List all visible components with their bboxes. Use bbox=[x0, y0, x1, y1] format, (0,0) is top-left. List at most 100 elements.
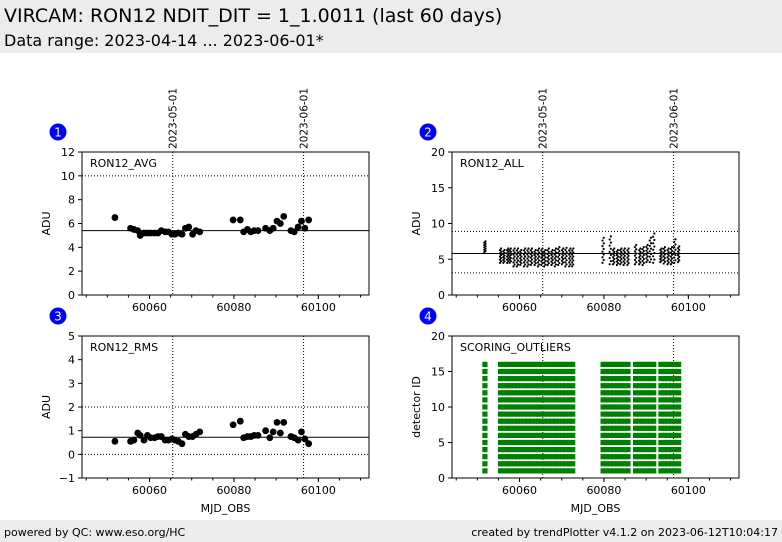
data-point bbox=[641, 263, 644, 267]
outlier-marker bbox=[637, 432, 643, 438]
data-point bbox=[646, 243, 649, 247]
data-point bbox=[508, 255, 511, 258]
outlier-marker bbox=[603, 439, 610, 446]
data-point bbox=[660, 256, 663, 259]
outlier-marker bbox=[518, 432, 524, 438]
header-bar: VIRCAM: RON12 NDIT_DIT = 1_1.0011 (last … bbox=[0, 0, 782, 53]
outlier-marker bbox=[665, 432, 671, 438]
panel-2: 2023-05-01 2023-06-01 60060 60080 60100 0 5 10 1… bbox=[410, 88, 740, 314]
outlier-marker bbox=[528, 432, 534, 438]
outlier-marker bbox=[511, 447, 517, 453]
outlier-marker bbox=[549, 425, 555, 431]
data-point bbox=[613, 247, 616, 250]
data-point bbox=[659, 248, 662, 252]
outlier-marker bbox=[556, 383, 562, 389]
outlier-marker bbox=[676, 390, 682, 396]
outlier-marker bbox=[532, 439, 538, 446]
data-point bbox=[572, 251, 575, 254]
data-point bbox=[269, 428, 277, 436]
outlier-marker bbox=[665, 468, 671, 474]
data-point bbox=[507, 247, 510, 250]
outlier-marker bbox=[665, 418, 671, 424]
outlier-marker bbox=[521, 404, 528, 410]
data-point bbox=[536, 249, 540, 252]
outlier-marker bbox=[644, 447, 650, 453]
data-point bbox=[507, 256, 510, 260]
data-point bbox=[613, 261, 616, 264]
outlier-marker bbox=[625, 411, 631, 417]
outlier-marker bbox=[542, 376, 548, 382]
outlier-marker bbox=[651, 368, 657, 375]
data-point bbox=[623, 247, 626, 250]
outlier-marker bbox=[600, 432, 606, 438]
data-point bbox=[546, 260, 549, 263]
outlier-marker bbox=[542, 361, 548, 367]
data-point bbox=[670, 261, 674, 264]
outlier-marker bbox=[640, 361, 646, 367]
data-point bbox=[616, 255, 620, 258]
data-point bbox=[678, 248, 681, 251]
data-point bbox=[276, 429, 284, 437]
data-point bbox=[623, 258, 626, 261]
data-point bbox=[646, 247, 649, 250]
data-point bbox=[524, 255, 527, 258]
outlier-marker bbox=[518, 368, 524, 375]
data-point bbox=[601, 239, 604, 242]
data-point bbox=[513, 251, 516, 254]
outlier-marker bbox=[607, 383, 613, 389]
data-point bbox=[674, 259, 677, 262]
outlier-marker bbox=[559, 404, 566, 410]
outlier-marker bbox=[647, 361, 653, 367]
outlier-marker bbox=[552, 425, 559, 431]
footer-bar: powered by QC: www.eso.org/HC created by… bbox=[0, 520, 782, 542]
data-point bbox=[509, 250, 512, 253]
data-point bbox=[659, 261, 662, 264]
outlier-marker bbox=[644, 454, 650, 460]
outlier-marker bbox=[618, 468, 624, 474]
outlier-marker bbox=[665, 425, 671, 431]
outlier-marker bbox=[603, 447, 610, 453]
data-point bbox=[541, 254, 544, 257]
data-point bbox=[507, 253, 510, 256]
outlier-marker bbox=[535, 439, 542, 446]
outlier-marker bbox=[618, 454, 624, 460]
outlier-marker bbox=[507, 397, 513, 403]
outlier-marker bbox=[556, 439, 562, 446]
outlier-marker bbox=[539, 376, 545, 382]
data-point bbox=[536, 261, 540, 264]
outlier-marker bbox=[676, 376, 682, 382]
outlier-marker bbox=[567, 397, 573, 403]
outlier-marker bbox=[518, 454, 524, 460]
panel-number-badge bbox=[419, 307, 437, 325]
outlier-marker bbox=[563, 390, 569, 396]
data-point bbox=[519, 250, 522, 253]
data-point bbox=[280, 212, 288, 220]
outlier-marker bbox=[518, 390, 524, 396]
data-point bbox=[515, 249, 518, 252]
data-point bbox=[663, 260, 666, 263]
outlier-marker bbox=[607, 418, 613, 424]
outlier-marker bbox=[497, 425, 504, 431]
data-point bbox=[546, 256, 549, 259]
data-point bbox=[568, 249, 571, 252]
outlier-marker bbox=[625, 461, 631, 467]
outlier-marker bbox=[535, 468, 542, 474]
data-point bbox=[538, 247, 541, 250]
y-tick-label: 0 bbox=[68, 448, 75, 461]
data-point bbox=[565, 250, 568, 254]
outlier-marker bbox=[497, 468, 504, 474]
outlier-marker bbox=[668, 383, 675, 389]
data-point bbox=[638, 256, 641, 259]
outlier-marker bbox=[665, 397, 671, 403]
data-point bbox=[620, 257, 623, 261]
outlier-marker bbox=[625, 390, 631, 396]
x-tick-label: 60100 bbox=[301, 301, 336, 314]
outlier-marker bbox=[611, 361, 617, 367]
outlier-marker bbox=[621, 425, 627, 431]
outlier-marker bbox=[651, 411, 657, 417]
outlier-marker bbox=[497, 418, 504, 424]
outlier-marker bbox=[647, 397, 653, 403]
outlier-marker bbox=[618, 439, 624, 446]
outlier-marker bbox=[539, 404, 545, 410]
outlier-marker bbox=[640, 425, 646, 431]
